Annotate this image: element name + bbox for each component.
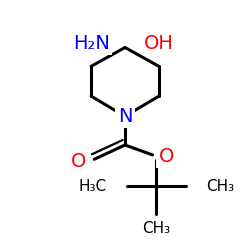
Text: N: N	[118, 107, 132, 126]
Text: O: O	[71, 152, 86, 171]
Text: CH₃: CH₃	[142, 221, 170, 236]
Text: H₂N: H₂N	[73, 34, 110, 53]
Text: OH: OH	[144, 34, 174, 53]
Text: CH₃: CH₃	[206, 179, 234, 194]
Text: H₃C: H₃C	[78, 179, 106, 194]
Text: O: O	[158, 147, 174, 166]
